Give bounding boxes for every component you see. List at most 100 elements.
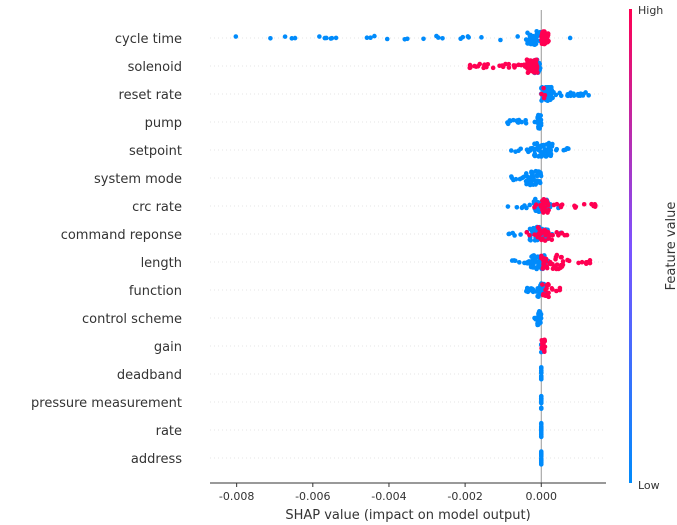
high-value-point [562, 232, 568, 238]
low-value-point [528, 180, 534, 186]
feature-label: deadband [117, 368, 182, 383]
low-value-point [511, 258, 517, 263]
low-value-point [538, 430, 544, 435]
low-value-point [538, 375, 544, 381]
low-value-point [537, 313, 543, 319]
feature-label: address [131, 452, 182, 467]
low-value-point [538, 461, 544, 467]
high-value-point [554, 201, 560, 207]
low-value-point [507, 118, 513, 123]
high-value-point [534, 65, 540, 71]
low-value-point [505, 204, 511, 209]
low-value-point [368, 35, 373, 41]
feature-label: crc rate [132, 200, 182, 215]
high-value-point [591, 203, 596, 209]
low-value-point [531, 177, 537, 182]
high-value-point [542, 29, 547, 34]
low-value-point [533, 259, 539, 264]
high-value-point [573, 204, 579, 209]
colorbar [629, 9, 632, 483]
low-value-point [538, 449, 544, 454]
high-value-point [558, 262, 564, 268]
low-value-point [523, 120, 529, 126]
low-value-point [538, 456, 544, 461]
high-value-point [475, 63, 481, 69]
high-value-point [587, 258, 593, 263]
low-value-point [571, 91, 576, 96]
high-value-point [535, 234, 541, 240]
high-value-point [497, 63, 502, 69]
high-value-point [576, 260, 581, 266]
x-axis-title: SHAP value (impact on model output) [285, 508, 530, 523]
low-value-point [528, 237, 533, 243]
feature-label: setpoint [129, 144, 182, 159]
low-value-point [566, 146, 571, 152]
high-value-point [546, 236, 551, 241]
feature-label: cycle time [115, 32, 182, 47]
low-value-point [533, 196, 538, 202]
high-value-point [579, 259, 585, 265]
high-value-point [532, 232, 537, 237]
high-value-point [549, 286, 555, 291]
low-value-point [538, 421, 544, 427]
high-value-point [542, 349, 547, 355]
low-value-point [538, 365, 544, 370]
high-value-point [516, 62, 521, 68]
low-value-point [515, 34, 520, 39]
low-value-point [530, 289, 536, 295]
high-value-point [542, 238, 548, 243]
low-value-point [508, 148, 514, 153]
feature-label: rate [156, 424, 182, 439]
feature-label: reset rate [119, 88, 182, 103]
low-value-point [479, 35, 484, 40]
high-value-point [542, 35, 547, 40]
feature-label: control scheme [82, 312, 182, 327]
low-value-point [440, 36, 445, 41]
low-value-point [535, 178, 541, 184]
low-value-point [532, 42, 538, 47]
low-value-point [530, 171, 535, 177]
low-value-point [511, 117, 516, 123]
high-value-point [544, 286, 549, 291]
shap-points [233, 28, 598, 467]
low-value-point [515, 119, 520, 124]
high-value-point [541, 197, 547, 202]
feature-label: gain [154, 340, 182, 355]
low-value-point [532, 148, 537, 153]
high-value-point [506, 61, 512, 67]
high-value-point [541, 85, 546, 91]
low-value-point [435, 35, 441, 40]
low-value-point [538, 122, 544, 128]
low-value-point [513, 176, 519, 182]
low-value-point [333, 35, 339, 41]
high-value-point [538, 204, 544, 209]
low-value-point [530, 263, 536, 269]
low-value-point [317, 34, 322, 39]
high-value-point [490, 65, 496, 71]
high-value-point [535, 70, 540, 75]
low-value-point [534, 173, 540, 179]
low-value-point [538, 406, 544, 411]
low-value-point [536, 153, 542, 159]
low-value-point [530, 34, 535, 40]
colorbar-title: Feature value [664, 202, 677, 291]
high-value-point [554, 266, 559, 272]
x-tick-label: -0.002 [447, 490, 482, 503]
feature-label: function [129, 284, 182, 299]
high-value-point [550, 232, 555, 238]
low-value-point [322, 35, 328, 41]
low-value-point [535, 293, 541, 299]
high-value-point [540, 344, 546, 350]
low-value-point [514, 204, 520, 210]
low-value-point [525, 30, 530, 36]
low-value-point [538, 396, 544, 402]
low-value-point [538, 143, 543, 149]
high-value-point [531, 69, 537, 75]
feature-label: system mode [94, 172, 182, 187]
high-value-point [484, 64, 489, 70]
low-value-point [558, 93, 564, 99]
low-value-point [528, 286, 534, 291]
low-value-point [460, 34, 466, 40]
low-value-point [549, 87, 554, 93]
